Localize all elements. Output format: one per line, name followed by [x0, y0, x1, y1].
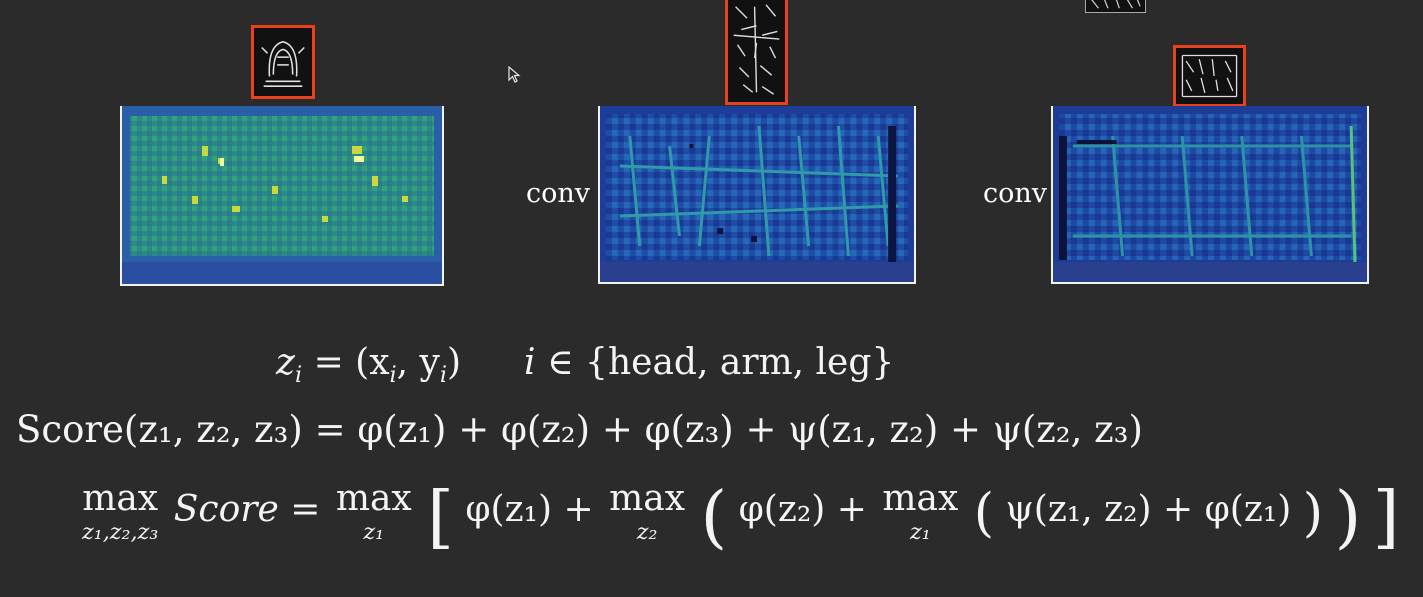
- max-1: max z₁: [335, 477, 412, 545]
- bracket-open: [: [427, 478, 454, 557]
- eq1-cond-set: ∈ {head, arm, leg}: [546, 342, 895, 383]
- eq1-comma: , y: [396, 342, 440, 383]
- eq1-lhs: z: [276, 342, 295, 383]
- conv-label-2: conv: [983, 178, 1048, 209]
- leg-filter-icon: [1176, 48, 1243, 104]
- eq1-close: ): [447, 342, 462, 383]
- equation-max: max z₁,z₂,z₃ Score = max z₁ [ φ(z₁) + ma…: [78, 478, 1399, 557]
- paren-open-outer: (: [700, 478, 728, 557]
- max-part-3: ψ(z₁, z₂) + φ(z₁): [1005, 488, 1292, 530]
- max-1-limit: z₁: [363, 518, 385, 545]
- heatmap-3-image: [1053, 106, 1367, 282]
- heatmap-1-image: [122, 106, 442, 284]
- paren-close-outer: ): [1334, 478, 1362, 557]
- max-3-limit: z₁: [909, 518, 931, 545]
- max-2: max z₂: [609, 477, 685, 545]
- max-score: Score =: [173, 488, 321, 530]
- max-all-limit: z₁,z₂,z₃: [82, 518, 159, 545]
- paren-close-inner: ): [1302, 483, 1324, 544]
- eq1-lhs-sub: i: [294, 361, 303, 388]
- paren-open-inner: (: [973, 483, 995, 544]
- conv-label-1: conv: [526, 178, 591, 209]
- heatmap-response-2: [598, 106, 916, 284]
- max-all: max z₁,z₂,z₃: [82, 477, 159, 545]
- heatmap-response-1: [120, 106, 444, 286]
- max-1-label: max: [335, 477, 412, 519]
- max-all-label: max: [82, 477, 159, 519]
- eq1-xsub: i: [389, 361, 397, 388]
- eq1-ysub: i: [439, 361, 448, 388]
- filter-leg: [1173, 45, 1246, 107]
- heatmap-2-image: [600, 106, 914, 282]
- leg-filter-top-icon: [1087, 0, 1144, 12]
- max-2-label: max: [609, 477, 685, 519]
- filter-leg-partial: [1085, 0, 1146, 13]
- max-2-limit: z₂: [636, 518, 658, 545]
- max-3: max z₁: [882, 477, 959, 545]
- eq1-cond-var: i: [524, 342, 536, 383]
- mouse-pointer-icon: [508, 66, 521, 83]
- equation-score: Score(z₁, z₂, z₃) = φ(z₁) + φ(z₂) + φ(z₃…: [16, 408, 1143, 451]
- max-part-1: φ(z₁) +: [465, 488, 594, 530]
- arm-filter-icon: [728, 0, 785, 102]
- head-filter-icon: [254, 28, 312, 96]
- eq1-eq: = (x: [313, 342, 390, 383]
- heatmap-response-3: [1051, 106, 1369, 284]
- filter-arm: [725, 0, 788, 105]
- filter-head: [251, 25, 315, 99]
- max-3-label: max: [882, 477, 959, 519]
- bracket-close: ]: [1372, 478, 1400, 557]
- equation-definition: zi = (xi, yi) i ∈ {head, arm, leg}: [276, 342, 894, 388]
- max-part-2: φ(z₂) +: [738, 488, 867, 530]
